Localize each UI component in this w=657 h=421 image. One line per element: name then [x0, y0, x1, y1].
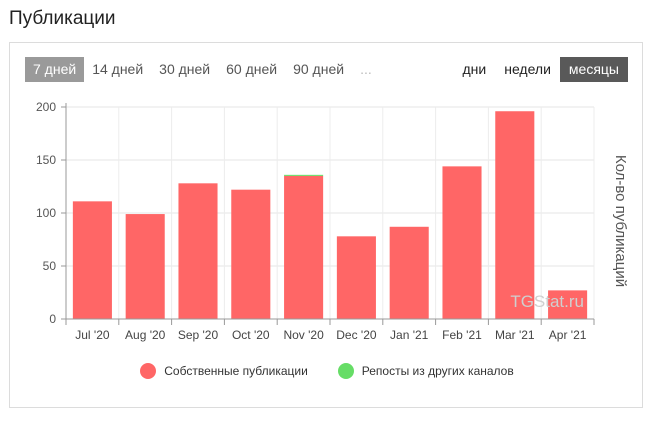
bar-own[interactable]	[548, 290, 588, 319]
period-tab-months[interactable]: месяцы	[559, 57, 628, 82]
x-tick-label: Oct '20	[232, 328, 270, 342]
range-tab-2[interactable]: 30 дней	[159, 61, 211, 77]
chart-bars	[72, 111, 588, 320]
bar-own[interactable]	[231, 189, 271, 319]
publications-panel: 7 дней 14 дней 30 дней 60 дней 90 дней... дн…	[9, 42, 643, 408]
page-title: Публикации	[9, 8, 116, 29]
x-tick-label: Aug '20	[125, 328, 166, 342]
y-tick-label: 150	[36, 153, 56, 167]
legend-dot-1	[337, 363, 354, 379]
bar-own[interactable]	[336, 236, 376, 319]
bar-own[interactable]	[442, 166, 482, 319]
range-tab-1[interactable]: 14 дней	[92, 61, 144, 77]
legend-item-0[interactable]: Собственные публикации	[140, 363, 308, 379]
x-tick-label: Sep '20	[178, 328, 219, 342]
watermark: TGStat.ru	[510, 292, 584, 311]
x-tick-label: Mar '21	[495, 328, 535, 342]
x-tick-label: Feb '21	[442, 328, 482, 342]
x-tick-label: Dec '20	[336, 328, 377, 342]
y-tick-label: 200	[36, 100, 56, 114]
range-tab-more[interactable]: ...	[360, 61, 372, 77]
bar-own[interactable]	[389, 226, 429, 319]
bar-own[interactable]	[284, 175, 324, 319]
y-tick-label: 100	[36, 206, 56, 220]
bar-own[interactable]	[72, 201, 112, 319]
legend-label-0: Собственные публикации	[164, 364, 308, 378]
period-tabs: дни недели месяцы	[453, 57, 628, 82]
period-tab-days[interactable]: дни	[462, 61, 487, 77]
period-tab-weeks[interactable]: недели	[504, 61, 551, 77]
y-tick-label: 0	[49, 312, 56, 326]
publications-chart: 0 50 100 150 200 Jul '20 Aug '20 Sep '20 Oct '20…	[36, 100, 629, 342]
range-tab-4[interactable]: 90 дней	[293, 61, 345, 77]
chart-axes: 0 50 100 150 200 Jul '20 Aug '20 Sep '20 Oct '20…	[36, 100, 595, 342]
x-tick-label: Jan '21	[390, 328, 429, 342]
y-tick-label: 50	[43, 259, 57, 273]
range-tab-3[interactable]: 60 дней	[226, 61, 278, 77]
range-tabs: 7 дней 14 дней 30 дней 60 дней 90 дней...	[25, 57, 380, 82]
legend-dot-0	[140, 363, 157, 379]
chart-legend: Собственные публикации Репосты из других …	[10, 363, 644, 379]
x-tick-label: Jul '20	[75, 328, 110, 342]
y-axis-label: Кол-во публикаций	[612, 155, 629, 287]
legend-label-1: Репосты из других каналов	[361, 364, 514, 378]
bar-own[interactable]	[495, 111, 535, 320]
bar-own[interactable]	[125, 214, 165, 319]
legend-item-1[interactable]: Репосты из других каналов	[337, 363, 514, 379]
range-tab-0[interactable]: 7 дней	[25, 57, 85, 82]
bar-own[interactable]	[178, 183, 218, 319]
x-tick-label: Apr '21	[549, 328, 587, 342]
bar-repost[interactable]	[284, 174, 324, 176]
x-tick-label: Nov '20	[283, 328, 324, 342]
